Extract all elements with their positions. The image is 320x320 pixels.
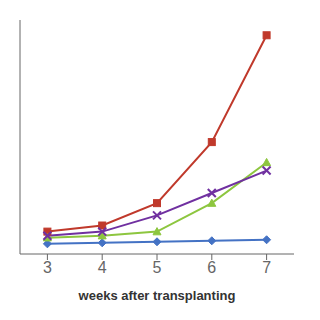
svg-text:3: 3 [43,259,52,276]
svg-text:4: 4 [98,259,107,276]
svg-text:6: 6 [207,259,216,276]
svg-text:weeks after transplanting: weeks after transplanting [78,288,236,303]
svg-text:7: 7 [262,259,271,276]
svg-text:5: 5 [153,259,162,276]
